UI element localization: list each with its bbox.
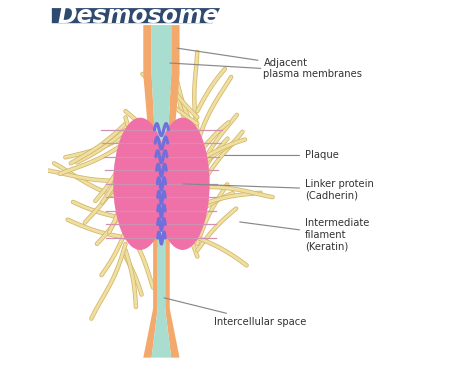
- Text: Desmosome: Desmosome: [57, 4, 219, 28]
- Text: Adjacent
plasma membranes: Adjacent plasma membranes: [177, 48, 363, 79]
- Polygon shape: [52, 8, 220, 23]
- Polygon shape: [152, 25, 171, 358]
- Ellipse shape: [155, 118, 210, 250]
- Text: Intercellular space: Intercellular space: [164, 298, 307, 327]
- Polygon shape: [165, 25, 180, 358]
- Text: Intermediate
filament
(Keratin): Intermediate filament (Keratin): [240, 218, 369, 251]
- Text: Plaque: Plaque: [225, 150, 339, 160]
- Polygon shape: [143, 25, 158, 358]
- Ellipse shape: [113, 118, 167, 250]
- Text: Linker protein
(Cadherin): Linker protein (Cadherin): [183, 179, 374, 200]
